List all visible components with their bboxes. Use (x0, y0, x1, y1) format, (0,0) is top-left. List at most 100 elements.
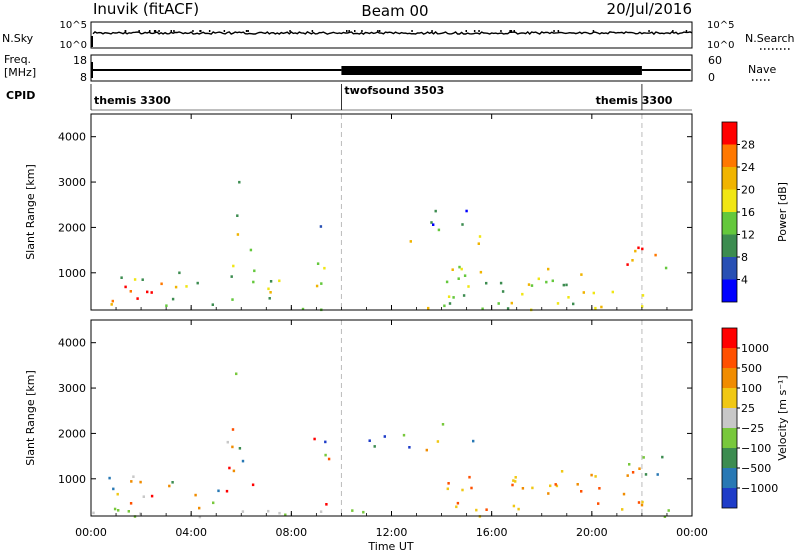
power-panel: 1000 2000 3000 4000 (58, 114, 692, 312)
range-gate-cell (661, 455, 664, 459)
range-gate-cell (315, 284, 319, 288)
range-gate-cell (465, 209, 468, 213)
range-gate-cell (567, 296, 570, 299)
range-gate-cell (641, 294, 645, 297)
time-axis-label: Time UT (367, 540, 413, 553)
range-gate-cell (278, 511, 281, 515)
range-gate-cell (268, 297, 271, 300)
range-gate-cell (231, 428, 235, 431)
nsky-spike (348, 30, 350, 32)
x-tick-label: 12:00 (376, 526, 408, 539)
nsky-spike (311, 30, 314, 32)
nsky-spike (378, 30, 381, 32)
colorbar-tick-label: 8 (741, 251, 748, 264)
nsky-spike (158, 30, 160, 32)
nsky-spike (377, 30, 379, 32)
range-gate-cell (111, 299, 114, 303)
range-gate-cell (621, 508, 624, 511)
nsky-spike (685, 30, 688, 32)
range-gate-cell (409, 240, 412, 243)
nsky-line (92, 30, 693, 36)
range-gate-cell (117, 509, 120, 512)
range-gate-cell (634, 249, 637, 253)
range-gate-cell (598, 487, 601, 490)
range-gate-cell (278, 279, 281, 283)
range-gate-cell (549, 484, 552, 488)
cpid-row: themis 3300 twofsound 3503 themis 3300 (90, 84, 673, 110)
nsky-panel-frame (90, 21, 693, 49)
range-gate-cell (432, 223, 435, 226)
range-gate-cell (146, 290, 149, 294)
range-gate-cell (168, 484, 171, 488)
colorbar-segment (722, 408, 737, 428)
range-gate-cell (228, 466, 231, 470)
range-gate-cell (319, 225, 323, 228)
range-gate-cell (527, 283, 531, 286)
range-gate-cell (434, 209, 437, 213)
nsky-spike (173, 30, 175, 32)
range-gate-cell (452, 296, 455, 299)
power-colorbar: 4 8 12 16 20 24 28 (721, 121, 755, 303)
nsky-spike (153, 30, 156, 32)
nsky-spike (500, 30, 502, 32)
range-gate-cell (284, 513, 287, 517)
range-gate-cell (576, 483, 579, 486)
range-gate-cell (402, 433, 406, 437)
colorbar-segment (722, 189, 737, 212)
colorbar-segment (722, 488, 737, 508)
nsky-spike (149, 30, 151, 32)
range-gate-cell (129, 502, 133, 505)
range-gate-cell (171, 297, 175, 301)
cpid-segment-label: themis 3300 (94, 94, 171, 107)
nsky-spike (208, 30, 211, 32)
range-gate-cell (301, 307, 305, 311)
colorbar-tick-label: 24 (741, 161, 755, 174)
velocity-colorbar: 1000 500 100 25 −25 −100 −500 −1000 (721, 327, 778, 509)
range-gate-cell (269, 291, 272, 294)
range-gate-cell (455, 505, 458, 509)
range-gate-cell (448, 302, 452, 305)
range-gate-cell (325, 503, 328, 506)
range-gate-cell (640, 503, 644, 507)
range-gate-cell (150, 291, 153, 294)
colorbar-segment (722, 167, 737, 190)
range-gate-cell (171, 481, 174, 484)
range-gate-cell (324, 453, 327, 457)
range-gate-cell (198, 515, 202, 519)
colorbar-segment (722, 122, 737, 145)
range-gate-cell (580, 490, 583, 493)
range-gate-cell (232, 469, 236, 473)
range-gate-cell (517, 507, 520, 511)
range-gate-cell (572, 302, 575, 306)
range-gate-cell (225, 489, 229, 493)
range-gate-cell (236, 214, 239, 217)
range-gate-cell (238, 447, 242, 450)
y-tick-label: 1000 (58, 473, 86, 486)
colorbar-tick-label: −500 (741, 462, 771, 475)
nsky-spike (289, 30, 291, 32)
nsky-spike (247, 30, 249, 32)
range-gate-cell (512, 479, 515, 482)
nsky-spike (672, 30, 674, 32)
range-gate-cell (441, 423, 445, 426)
range-gate-cell (108, 476, 111, 480)
range-gate-cell (141, 278, 144, 281)
colorbar-segment (722, 234, 737, 257)
freq-panel-frame (90, 54, 693, 82)
colorbar-tick-label: 500 (741, 362, 762, 375)
nsky-spike (361, 30, 363, 32)
velocity-panel-frame (90, 319, 693, 517)
range-gate-cell (622, 492, 626, 496)
range-gate-cell (196, 281, 199, 285)
range-gate-cell (124, 285, 127, 289)
colorbar-segment (722, 348, 737, 368)
colorbar-tick-label: −25 (741, 422, 764, 435)
range-gate-cell (597, 502, 600, 505)
range-gate-cell (136, 297, 139, 300)
range-gate-cell (580, 273, 583, 276)
range-gate-cell (231, 445, 234, 449)
range-gate-cell (351, 509, 354, 512)
range-gate-cell (478, 235, 482, 238)
